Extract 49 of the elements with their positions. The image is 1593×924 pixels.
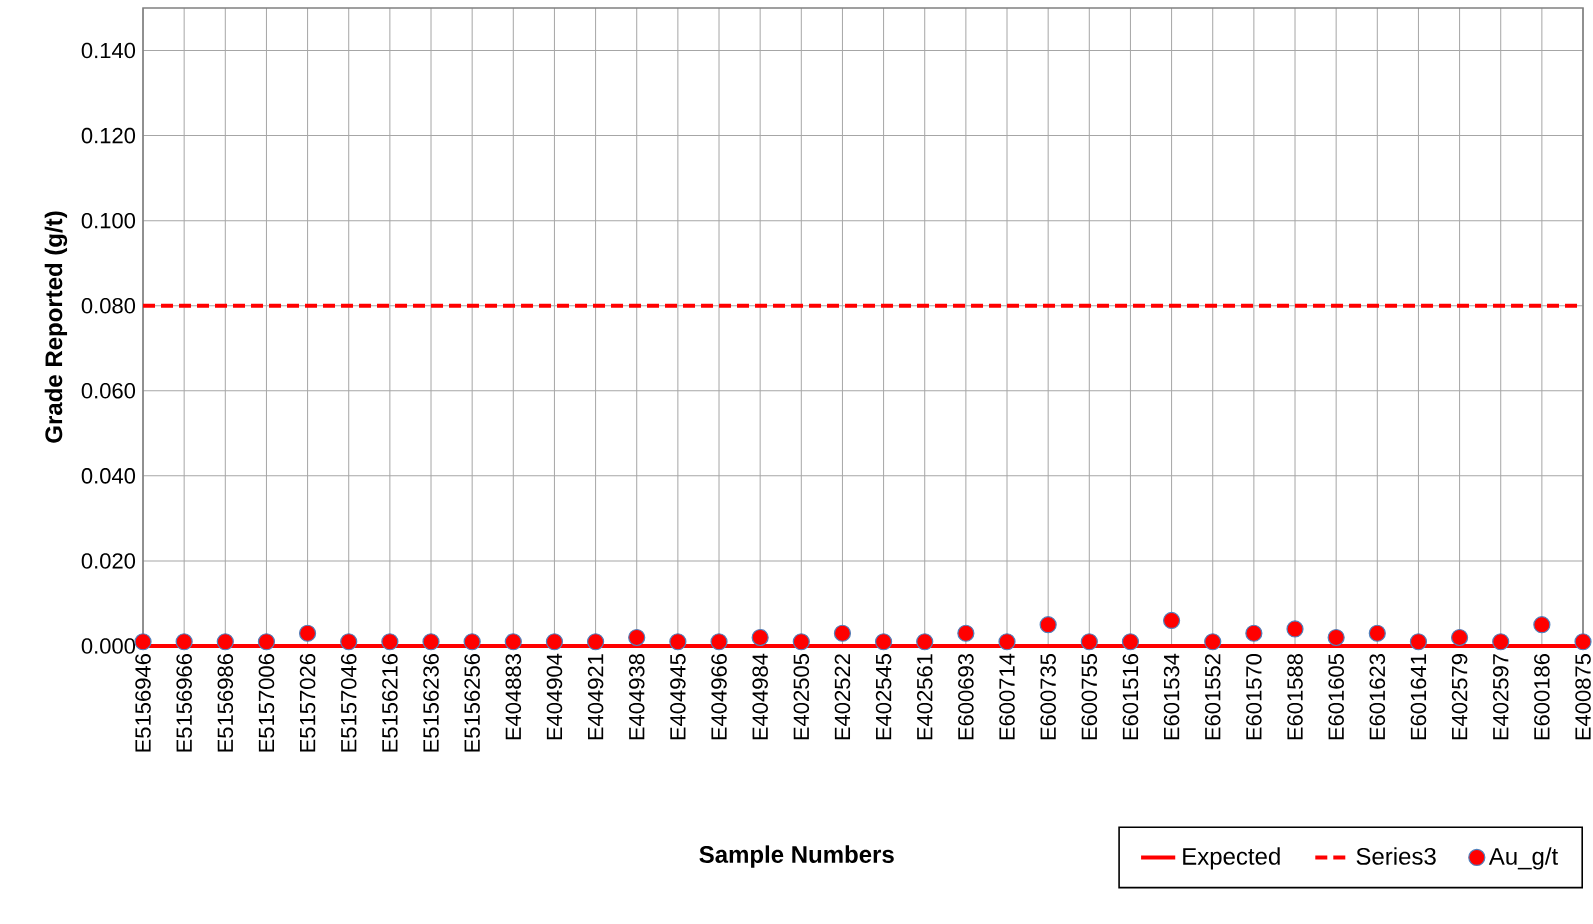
y-tick-label: 0.020 [81, 553, 136, 569]
legend-label: Au_g/t [1488, 847, 1559, 870]
x-tick-label: E600735 [1040, 654, 1056, 740]
x-tick-label: E404984 [752, 653, 768, 740]
x-tick-label: E601516 [1122, 654, 1139, 740]
x-tick-label: E404945 [670, 654, 686, 740]
y-tick-label: 0.120 [81, 127, 136, 144]
y-tick-label: 0.080 [81, 297, 136, 314]
x-tick-label: E402522 [834, 654, 851, 740]
x-tick-label: E404904 [546, 653, 563, 740]
x-tick-label: E5156236 [423, 654, 439, 752]
x-tick-label: E5156986 [217, 654, 234, 752]
x-tick-label: E402579 [1451, 654, 1468, 740]
x-tick-label: E402597 [1492, 654, 1509, 740]
x-tick-label: E404966 [711, 654, 727, 740]
y-tick-label: 0.040 [81, 468, 136, 484]
x-tick-label: E404938 [628, 654, 645, 740]
x-tick-label: E601623 [1369, 654, 1386, 740]
x-tick-label: E601552 [1204, 654, 1221, 740]
y-tick-label: 0.060 [81, 383, 136, 399]
x-tick-label: E600755 [1081, 654, 1098, 740]
x-axis-title: Sample Numbers [699, 845, 894, 868]
y-tick-label: 0.100 [81, 212, 136, 229]
x-tick-label: E601588 [1287, 654, 1303, 740]
x-tick-label: E601534 [1163, 653, 1180, 740]
x-tick-label: E402545 [875, 654, 892, 740]
x-tick-label: E5156216 [382, 654, 398, 752]
y-tick-label: 0.000 [81, 638, 136, 654]
x-tick-label: E600714 [999, 653, 1015, 740]
x-tick-label: E601641 [1410, 654, 1427, 740]
x-tick-label: E404921 [587, 654, 604, 740]
x-tick-label: E400875 [1575, 654, 1591, 740]
y-tick-label: 0.140 [81, 42, 136, 59]
legend-label: Expected [1183, 847, 1280, 870]
x-tick-label: E600186 [1534, 654, 1550, 740]
legend-label: Series3 [1356, 847, 1436, 865]
x-tick-label: E402561 [916, 654, 933, 740]
x-tick-label: E404883 [505, 654, 522, 740]
x-tick-label: E402505 [793, 654, 810, 740]
y-axis-title: Grade Reported (g/t) [44, 211, 68, 443]
x-tick-label: E5157046 [340, 654, 357, 752]
x-tick-label: E5157006 [258, 654, 275, 752]
x-tick-label: E5156256 [464, 654, 480, 752]
x-tick-label: E600693 [958, 654, 974, 740]
x-tick-label: E601570 [1246, 653, 1262, 740]
x-tick-label: E601605 [1328, 654, 1344, 740]
x-tick-label: E5156966 [176, 654, 192, 752]
x-tick-label: E5157026 [299, 654, 316, 752]
x-tick-label: E5156946 [135, 654, 151, 752]
